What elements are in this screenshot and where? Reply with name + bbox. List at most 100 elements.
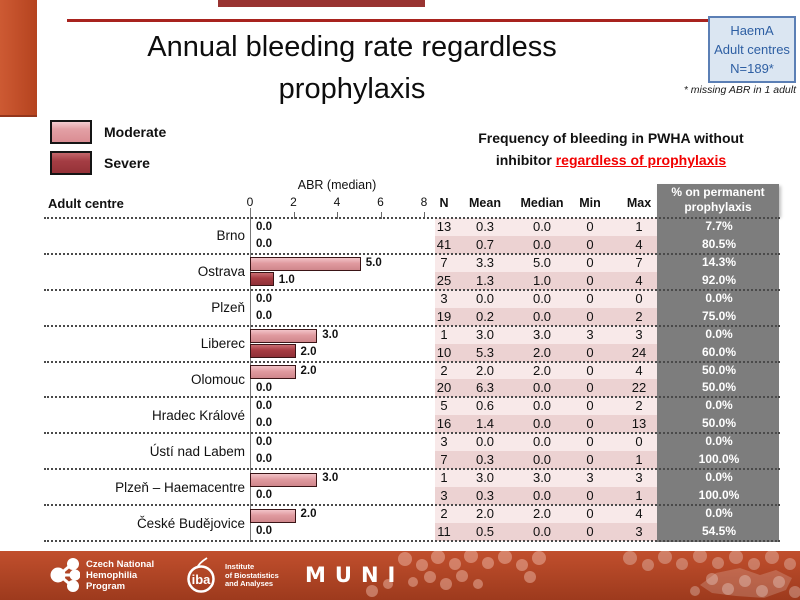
cell-pct-moderate: 0.0% <box>705 290 733 305</box>
table-row-bg-moderate <box>435 397 657 416</box>
cell-mean-severe: 0.5 <box>475 524 495 540</box>
table-row-bg-severe <box>435 451 657 470</box>
cell-median-moderate: 3.0 <box>532 470 552 486</box>
info-box-line: N=189* <box>730 61 774 76</box>
centre-label: Ústí nad Labem <box>149 443 245 459</box>
centre-row: Plzeň – Haemacentre 3.0 1 3.0 3.0 3 3 0.0% 0.0 3 0… <box>0 469 800 506</box>
cell-median-moderate: 5.0 <box>532 254 552 270</box>
left-accent-bar <box>0 0 37 117</box>
cnhp-logo-text: Czech National Hemophilia Program <box>86 559 154 592</box>
cell-median-severe: 0.0 <box>532 524 552 540</box>
cell-pct-moderate: 0.0% <box>705 506 733 521</box>
iba-line: of Biostatistics <box>225 570 279 580</box>
info-box-line: Adult centres <box>714 42 790 57</box>
table-row-bg-severe <box>435 415 657 434</box>
cell-mean-moderate: 3.3 <box>475 254 495 270</box>
tick-mark <box>293 212 295 219</box>
row-header-label: Adult centre <box>48 196 124 211</box>
cell-min-moderate: 0 <box>586 290 594 306</box>
legend-item-moderate: Moderate <box>50 120 166 144</box>
row-separator <box>44 396 780 399</box>
cell-median-severe: 1.0 <box>532 272 552 288</box>
iba-line: Institute <box>225 562 255 572</box>
table-row-bg-severe <box>435 343 657 362</box>
centre-label: Olomouc <box>190 371 245 387</box>
centre-label: Hradec Králové <box>151 407 245 423</box>
cell-pct-moderate: 0.0% <box>705 398 733 413</box>
table-row-bg-severe <box>435 307 657 326</box>
row-separator <box>44 468 780 471</box>
cell-median-severe: 0.0 <box>532 416 552 432</box>
cell-median-severe: 0.0 <box>532 488 552 504</box>
tick-label-0: 0 <box>246 195 254 209</box>
cell-mean-severe: 1.4 <box>475 416 495 432</box>
cell-pct-severe: 100.0% <box>698 488 740 503</box>
centre-row: Plzeň 0.0 3 0.0 0.0 0 0 0.0% 0.0 19 0.2 0.0 0 2 75.0% <box>0 289 800 326</box>
table-row-bg-moderate <box>435 433 657 452</box>
pct-column-header: % on permanent prophylaxis <box>657 184 779 216</box>
row-separator <box>44 217 780 219</box>
bar-value-label-severe: 2.0 <box>300 345 317 358</box>
cell-median-moderate: 2.0 <box>532 362 552 378</box>
cell-min-severe: 0 <box>586 380 594 396</box>
tick-label-6: 6 <box>377 195 384 209</box>
row-separator <box>44 504 780 507</box>
cell-mean-severe: 6.3 <box>475 380 495 396</box>
row-separator <box>44 324 780 327</box>
bar-value-label-moderate: 0.0 <box>256 221 272 233</box>
cell-min-severe: 0 <box>586 452 594 468</box>
cell-n-moderate: 3 <box>440 290 448 306</box>
table-row-bg-severe <box>435 235 657 254</box>
cell-median-moderate: 3.0 <box>532 326 552 342</box>
table-row-bg-severe <box>435 379 657 398</box>
table-row-bg-severe <box>435 487 657 506</box>
centre-label: Ostrava <box>197 264 245 280</box>
cell-min-moderate: 0 <box>586 506 594 522</box>
table-row-bg-moderate <box>435 218 657 236</box>
table-row-bg-moderate <box>435 325 657 344</box>
cell-n-moderate: 1 <box>440 326 448 342</box>
cell-n-severe: 11 <box>437 524 451 540</box>
centre-row: Olomouc 2.0 2 2.0 2.0 0 4 50.0% 0.0 20 6.3 0.0 0 22 50… <box>0 361 800 398</box>
bar-value-label-severe: 0.0 <box>256 453 272 466</box>
cell-n-moderate: 2 <box>440 362 448 378</box>
cell-pct-severe: 100.0% <box>698 452 740 467</box>
cell-pct-severe: 50.0% <box>701 380 737 395</box>
iba-logo: iba Institute of Biostatistics and Analy… <box>183 555 279 597</box>
bar-moderate <box>250 365 296 380</box>
cell-mean-moderate: 0.0 <box>475 434 495 450</box>
table-row-bg-severe <box>435 523 657 541</box>
cell-mean-severe: 1.3 <box>475 272 495 288</box>
bar-value-label-moderate: 0.0 <box>256 292 272 305</box>
cell-pct-moderate: 50.0% <box>701 362 737 377</box>
row-separator <box>44 252 780 255</box>
cell-min-severe: 0 <box>586 308 594 324</box>
slide-title-line2: prophylaxis <box>278 73 426 105</box>
cell-pct-moderate: 0.0% <box>705 470 733 485</box>
bar-moderate <box>250 329 318 344</box>
cell-max-severe: 4 <box>635 272 643 288</box>
bar-value-label-severe: 0.0 <box>256 417 272 430</box>
cohort-info-box: HaemA Adult centres N=189* <box>708 16 796 83</box>
cell-max-severe: 4 <box>635 236 643 252</box>
cell-mean-severe: 0.3 <box>475 488 495 504</box>
cnhp-line: Program <box>86 580 126 592</box>
cell-mean-severe: 0.7 <box>475 236 495 252</box>
tick-mark <box>424 212 425 219</box>
centre-label: Liberec <box>200 336 245 352</box>
cell-min-moderate: 0 <box>586 398 594 414</box>
centre-row: Ostrava 5.0 7 3.3 5.0 0 7 14.3% 1.0 25 1.3 1.0 0 4 92.… <box>0 253 800 290</box>
bar-severe <box>250 271 274 286</box>
cell-mean-severe: 5.3 <box>475 344 495 360</box>
slide-title-line1: Annual bleeding rate regardless <box>147 31 557 63</box>
cell-mean-moderate: 2.0 <box>475 506 495 522</box>
cnhp-line: Czech National <box>86 558 155 570</box>
info-box-line: HaemA <box>730 23 774 38</box>
cell-max-severe: 1 <box>635 488 643 504</box>
missing-abr-footnote: * missing ABR in 1 adult <box>683 84 796 96</box>
cell-max-moderate: 3 <box>635 326 643 342</box>
frequency-header-line2: inhibitor regardless of prophylaxis <box>445 149 777 171</box>
cell-median-severe: 0.0 <box>532 452 552 468</box>
moderate-label: Moderate <box>104 124 167 140</box>
